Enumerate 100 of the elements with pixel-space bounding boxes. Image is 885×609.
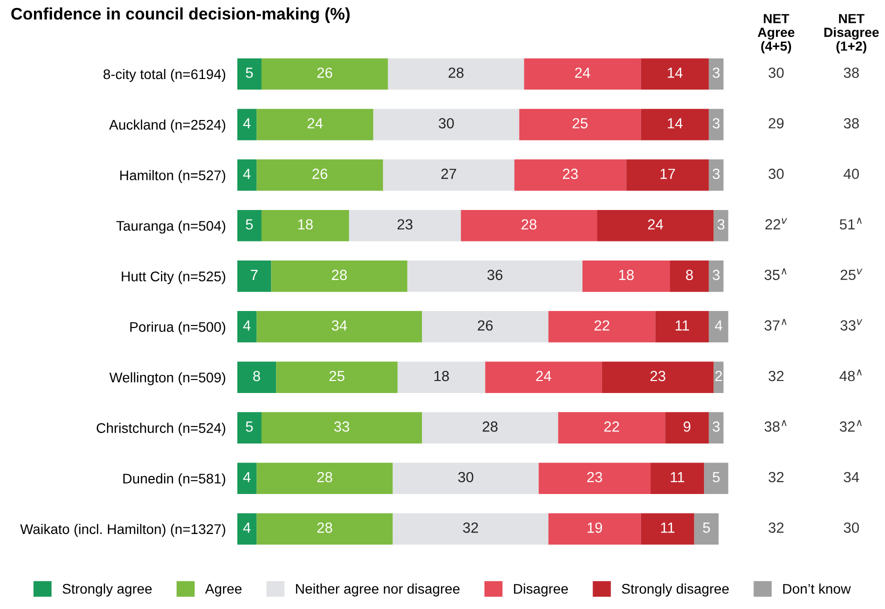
bar <box>373 108 520 140</box>
text: 22$^{v}$ <box>765 218 788 230</box>
text: 30 <box>768 68 784 78</box>
text: 32 <box>768 370 784 382</box>
bar <box>655 311 709 342</box>
bar <box>261 210 350 242</box>
bar <box>460 210 598 242</box>
chart-title: Confidence in council decision-making (%) <box>11 7 350 24</box>
bar <box>548 311 656 342</box>
bar <box>237 159 257 191</box>
data-label: 23 <box>587 472 602 482</box>
text: 32 <box>768 472 784 482</box>
data-label: 23 <box>398 219 412 230</box>
data-label: 28 <box>332 270 347 280</box>
data-label: 8 <box>686 270 693 280</box>
bar <box>704 462 728 494</box>
data-label: 3 <box>712 68 720 78</box>
bar <box>640 513 694 545</box>
data-label: 14 <box>668 118 683 128</box>
data-label: 3 <box>712 168 720 179</box>
legend-label: Strongly agree <box>62 584 152 596</box>
bar <box>237 462 257 494</box>
data-label: 30 <box>458 472 474 482</box>
data-label: 27 <box>441 168 456 179</box>
text: 38 <box>844 68 859 78</box>
bar <box>261 58 388 90</box>
data-label: 28 <box>448 68 464 78</box>
text: NET Disagree (1+2) <box>824 14 879 54</box>
text: NET Agree (4+5) <box>758 14 794 54</box>
data-label: 3 <box>718 219 724 230</box>
bar <box>256 108 374 140</box>
bar <box>582 260 670 292</box>
data-label: 32 <box>463 522 478 533</box>
data-label: 3 <box>712 421 720 432</box>
text: 35$^{∧}$ <box>764 268 786 280</box>
data-label: 24 <box>536 370 552 382</box>
data-label: 4 <box>714 320 722 330</box>
bar <box>256 159 384 191</box>
bar <box>485 362 602 393</box>
bar <box>349 210 461 242</box>
bar <box>519 108 641 140</box>
data-label: 14 <box>668 68 683 78</box>
bar <box>276 362 398 393</box>
data-label: 18 <box>298 219 313 230</box>
data-label: 25 <box>330 370 344 382</box>
data-label: 28 <box>317 522 332 533</box>
data-label: 2 <box>715 370 722 382</box>
bar <box>524 58 641 90</box>
data-label: 11 <box>661 522 674 533</box>
bar <box>422 311 548 342</box>
bar <box>261 412 422 444</box>
y-tick-label: Dunedin (n=581) <box>123 473 226 486</box>
data-label: 11 <box>676 320 690 330</box>
text: 40 <box>844 168 859 179</box>
data-label: 3 <box>712 270 720 280</box>
data-label: 4 <box>243 118 251 128</box>
data-label: 8 <box>253 370 260 382</box>
bar <box>708 58 724 90</box>
bar <box>714 210 728 242</box>
text: 33$^{v}$ <box>840 319 862 331</box>
legend-label: Don’t know <box>783 584 851 594</box>
bar <box>237 108 257 140</box>
bar <box>714 362 724 393</box>
y-tick-label: Christchurch (n=524) <box>96 422 226 436</box>
text: 51$^{∧}$ <box>840 218 862 230</box>
legend-label: Agree <box>205 584 242 596</box>
data-label: 9 <box>684 421 690 432</box>
bar <box>708 412 724 444</box>
data-label: 30 <box>438 118 454 128</box>
y-tick-label: Tauranga (n=504) <box>116 220 226 234</box>
legend-label: Disagree <box>514 584 568 596</box>
bar <box>670 260 709 292</box>
bar <box>237 58 262 90</box>
bar <box>256 513 393 545</box>
data-label: 4 <box>243 522 251 533</box>
y-tick-label: Hutt City (n=525) <box>122 271 226 284</box>
y-tick-label: Porirua (n=500) <box>130 322 226 335</box>
data-label: 5 <box>246 422 253 432</box>
bar <box>256 311 422 342</box>
bar <box>597 210 714 242</box>
bar <box>388 58 524 90</box>
bar <box>640 108 709 140</box>
bar <box>271 260 408 292</box>
data-label: 25 <box>572 118 588 128</box>
bar <box>640 58 709 90</box>
data-label: 11 <box>670 472 684 482</box>
bar <box>237 362 276 393</box>
data-label: 24 <box>648 219 664 230</box>
data-label: 22 <box>594 320 610 330</box>
data-label: 19 <box>588 522 602 533</box>
bar <box>237 412 262 444</box>
data-label: 24 <box>308 118 323 128</box>
text: 32 <box>768 522 784 533</box>
data-label: 24 <box>575 68 590 78</box>
bar <box>237 311 257 342</box>
bar <box>708 108 724 140</box>
data-label: 4 <box>243 168 251 179</box>
data-label: 5 <box>246 68 253 78</box>
legend-label: Strongly disagree <box>622 584 729 596</box>
bar <box>694 513 719 545</box>
